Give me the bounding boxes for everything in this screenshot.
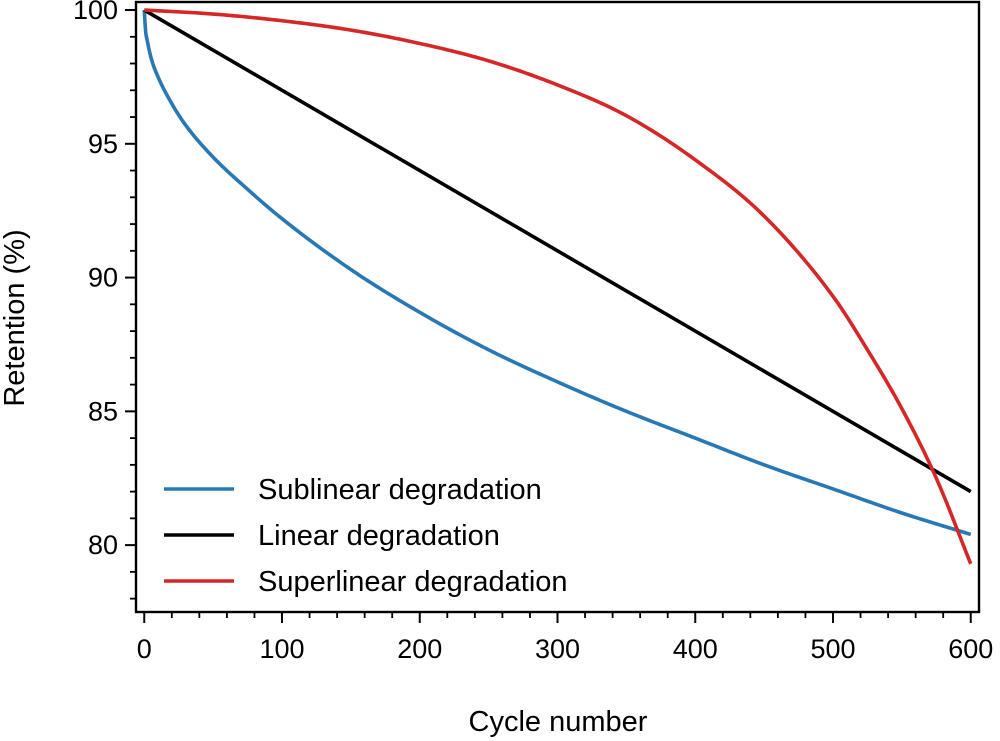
y-tick-label: 95	[88, 129, 118, 159]
y-axis-label: Retention (%)	[0, 229, 31, 406]
legend: Sublinear degradation Linear degradation S…	[164, 474, 568, 598]
x-axis-label: Cycle number	[469, 706, 648, 738]
y-tick-label: 85	[88, 396, 118, 426]
x-tick-label: 400	[673, 634, 718, 664]
x-tick-label: 100	[259, 634, 304, 664]
x-tick-label: 500	[810, 634, 855, 664]
legend-label: Sublinear degradation	[258, 474, 542, 506]
series-line-3	[144, 8, 973, 565]
x-tick-label: 200	[397, 634, 442, 664]
legend-label: Superlinear degradation	[258, 566, 568, 598]
x-tick-label: 300	[535, 634, 580, 664]
y-tick-label: 90	[88, 263, 118, 293]
y-tick-label: 80	[88, 530, 118, 560]
plot-frame	[134, 0, 981, 614]
axes: 0 100 200 300 400 500 600 80 85 90 95 100	[73, 0, 993, 664]
legend-label: Linear degradation	[258, 520, 500, 552]
x-tick-label: 600	[948, 634, 993, 664]
series-line-1	[142, 9, 972, 537]
series-line-2	[143, 8, 972, 494]
x-tick-label: 0	[137, 634, 152, 664]
y-tick-label: 100	[73, 0, 118, 25]
series-lines	[142, 8, 973, 565]
